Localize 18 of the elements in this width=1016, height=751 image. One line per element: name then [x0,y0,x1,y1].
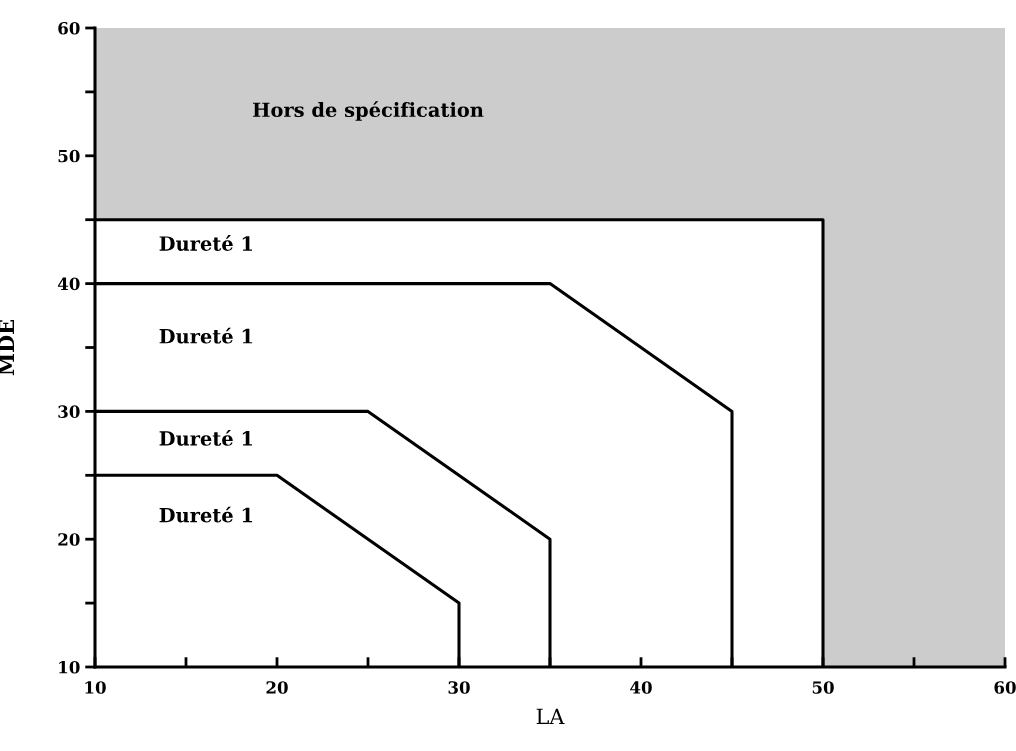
x-tick-label: 30 [448,681,470,694]
y-tick-label: 60 [58,21,80,35]
x-tick-label: 40 [630,681,652,694]
x-tick-label: 50 [812,681,834,694]
y-tick-label: 10 [59,660,80,674]
annotation: Dureté 1 [159,429,253,446]
x-tick-label: 10 [85,681,106,694]
x-tick-label: 20 [266,681,288,694]
annotation: Dureté 1 [159,327,253,344]
band-label: Hors de spécification [252,101,484,121]
y-tick-label: 20 [58,533,80,546]
annotation: Dureté 1 [159,235,253,251]
x-tick-label: 60 [994,681,1016,694]
y-tick-label: 30 [58,405,80,418]
x-axis-title: LA [536,708,565,724]
y-tick-label: 50 [58,149,80,163]
annotation: Dureté 1 [159,506,253,523]
y-tick-label: 40 [57,277,80,291]
